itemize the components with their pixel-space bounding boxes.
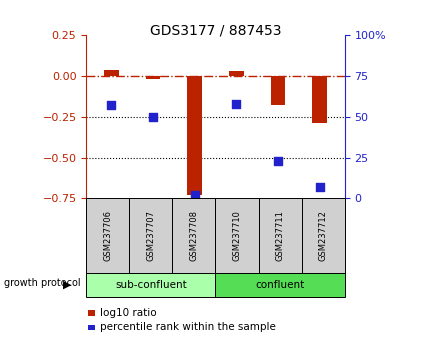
Text: sub-confluent: sub-confluent (115, 280, 186, 290)
Bar (228, 71, 243, 76)
Text: log10 ratio: log10 ratio (99, 308, 156, 318)
Text: GSM237710: GSM237710 (232, 210, 241, 261)
Text: GDS3177 / 887453: GDS3177 / 887453 (149, 23, 281, 37)
Text: GSM237711: GSM237711 (275, 210, 284, 261)
Point (316, 184, 322, 190)
Bar (187, 76, 202, 195)
Text: growth protocol: growth protocol (4, 278, 81, 288)
Text: confluent: confluent (255, 280, 304, 290)
Text: GSM237707: GSM237707 (146, 210, 155, 261)
Text: GSM237706: GSM237706 (103, 210, 112, 261)
Point (191, 192, 198, 198)
Text: GSM237712: GSM237712 (318, 210, 327, 261)
Text: percentile rank within the sample: percentile rank within the sample (99, 322, 275, 332)
Point (232, 101, 239, 107)
Bar (145, 76, 160, 79)
Text: GSM237708: GSM237708 (189, 210, 198, 261)
Point (274, 158, 281, 164)
Text: ▶: ▶ (62, 280, 71, 290)
Bar (312, 76, 326, 123)
Point (149, 114, 156, 120)
Bar (270, 76, 285, 105)
Point (108, 103, 114, 108)
Bar (104, 70, 118, 76)
